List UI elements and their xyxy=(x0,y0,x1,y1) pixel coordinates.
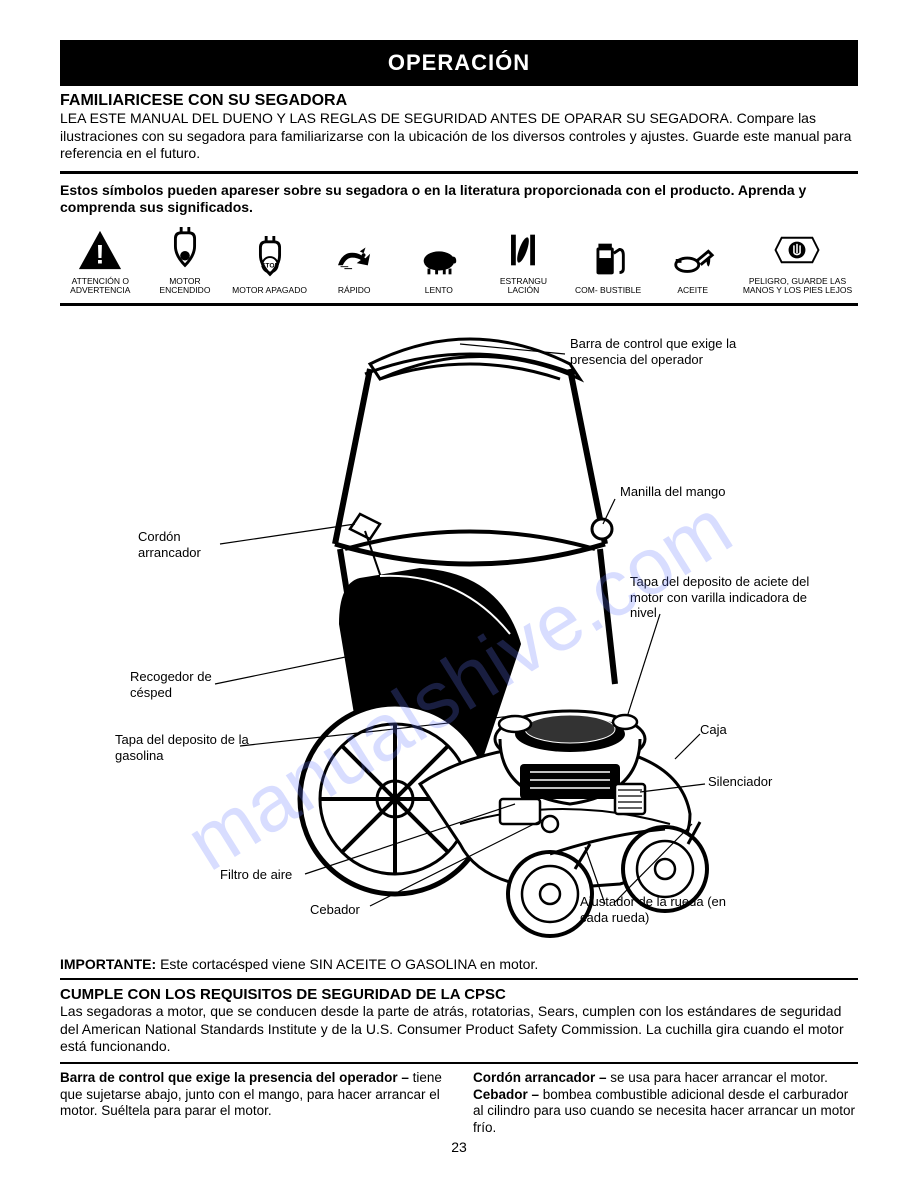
svg-text:STOP: STOP xyxy=(261,262,280,269)
callout-housing: Caja xyxy=(700,722,727,738)
mower-diagram: manualshive.com xyxy=(60,314,858,954)
page-header: OPERACIÓN xyxy=(60,40,858,86)
def-term: Cebador – xyxy=(473,1087,543,1102)
symbol-label: ATTENCIÓN O ADVERTENCIA xyxy=(60,277,141,296)
page-number: 23 xyxy=(60,1139,858,1155)
danger-hands-icon: PELIGRO, GUARDE LAS MANOS Y LOS PIES LEJ… xyxy=(737,227,858,296)
slow-icon: LENTO xyxy=(399,236,480,295)
callout-fuel-cap: Tapa del deposito de la gasolina xyxy=(115,732,255,763)
fuel-icon: COM- BUSTIBLE xyxy=(568,236,649,295)
svg-text:!: ! xyxy=(96,239,105,269)
warning-icon: ! ATTENCIÓN O ADVERTENCIA xyxy=(60,227,141,296)
symbol-label: PELIGRO, GUARDE LAS MANOS Y LOS PIES LEJ… xyxy=(737,277,858,296)
callout-primer: Cebador xyxy=(310,902,360,918)
callout-catcher: Recogedor de césped xyxy=(130,669,230,700)
intro-body: LEA ESTE MANUAL DEL DUENO Y LAS REGLAS D… xyxy=(60,110,858,163)
intro-title: FAMILIARICESE CON SU SEGADORA xyxy=(60,92,858,110)
manual-page: OPERACIÓN FAMILIARICESE CON SU SEGADORA … xyxy=(0,0,918,1175)
oil-icon: ACEITE xyxy=(652,236,733,295)
callout-handle-knob: Manilla del mango xyxy=(620,484,726,500)
symbol-label: MOTOR ENCENDIDO xyxy=(145,277,226,296)
def-right: Cordón arrancador – se usa para hacer ar… xyxy=(473,1070,858,1138)
divider xyxy=(60,303,858,306)
symbol-label: MOTOR APAGADO xyxy=(232,286,307,295)
important-note: IMPORTANTE: Este cortacésped viene SIN A… xyxy=(60,956,858,972)
callout-air-filter: Filtro de aire xyxy=(220,867,292,883)
callout-control-bar: Barra de control que exige la presencia … xyxy=(570,336,780,367)
engine-on-icon: MOTOR ENCENDIDO xyxy=(145,227,226,296)
cpsc-title: CUMPLE CON LOS REQUISITOS DE SEGURIDAD D… xyxy=(60,986,858,1003)
def-term: Cordón arrancador – xyxy=(473,1070,610,1085)
symbols-intro: Estos símbolos pueden apareser sobre su … xyxy=(60,182,858,217)
divider xyxy=(60,171,858,174)
important-label: IMPORTANTE: xyxy=(60,956,156,972)
divider xyxy=(60,978,858,980)
symbol-label: RÁPIDO xyxy=(338,286,371,295)
divider xyxy=(60,1062,858,1064)
def-term: Barra de control que exige la presencia … xyxy=(60,1070,413,1085)
symbol-label: ESTRANGU LACIÓN xyxy=(483,277,564,296)
symbols-row: ! ATTENCIÓN O ADVERTENCIA MOTOR ENCENDID… xyxy=(60,227,858,296)
callout-wheel-adj: Ajustador de la rueda (en cada rueda) xyxy=(580,894,750,925)
symbol-label: ACEITE xyxy=(677,286,708,295)
important-text: Este cortacésped viene SIN ACEITE O GASO… xyxy=(156,956,538,972)
symbol-label: COM- BUSTIBLE xyxy=(575,286,641,295)
callout-starter-cord: Cordón arrancador xyxy=(138,529,228,560)
fast-icon: RÁPIDO xyxy=(314,236,395,295)
definitions: Barra de control que exige la presencia … xyxy=(60,1070,858,1138)
symbol-label: LENTO xyxy=(425,286,453,295)
def-left: Barra de control que exige la presencia … xyxy=(60,1070,445,1138)
choke-icon: ESTRANGU LACIÓN xyxy=(483,227,564,296)
def-body: se usa para hacer arrancar el motor. xyxy=(610,1070,828,1085)
engine-off-icon: STOP MOTOR APAGADO xyxy=(229,236,310,295)
mower-illustration xyxy=(220,324,720,944)
callout-oil-cap: Tapa del deposito de aciete del motor co… xyxy=(630,574,830,621)
cpsc-body: Las segadoras a motor, que se conducen d… xyxy=(60,1003,858,1056)
callout-muffler: Silenciador xyxy=(708,774,772,790)
